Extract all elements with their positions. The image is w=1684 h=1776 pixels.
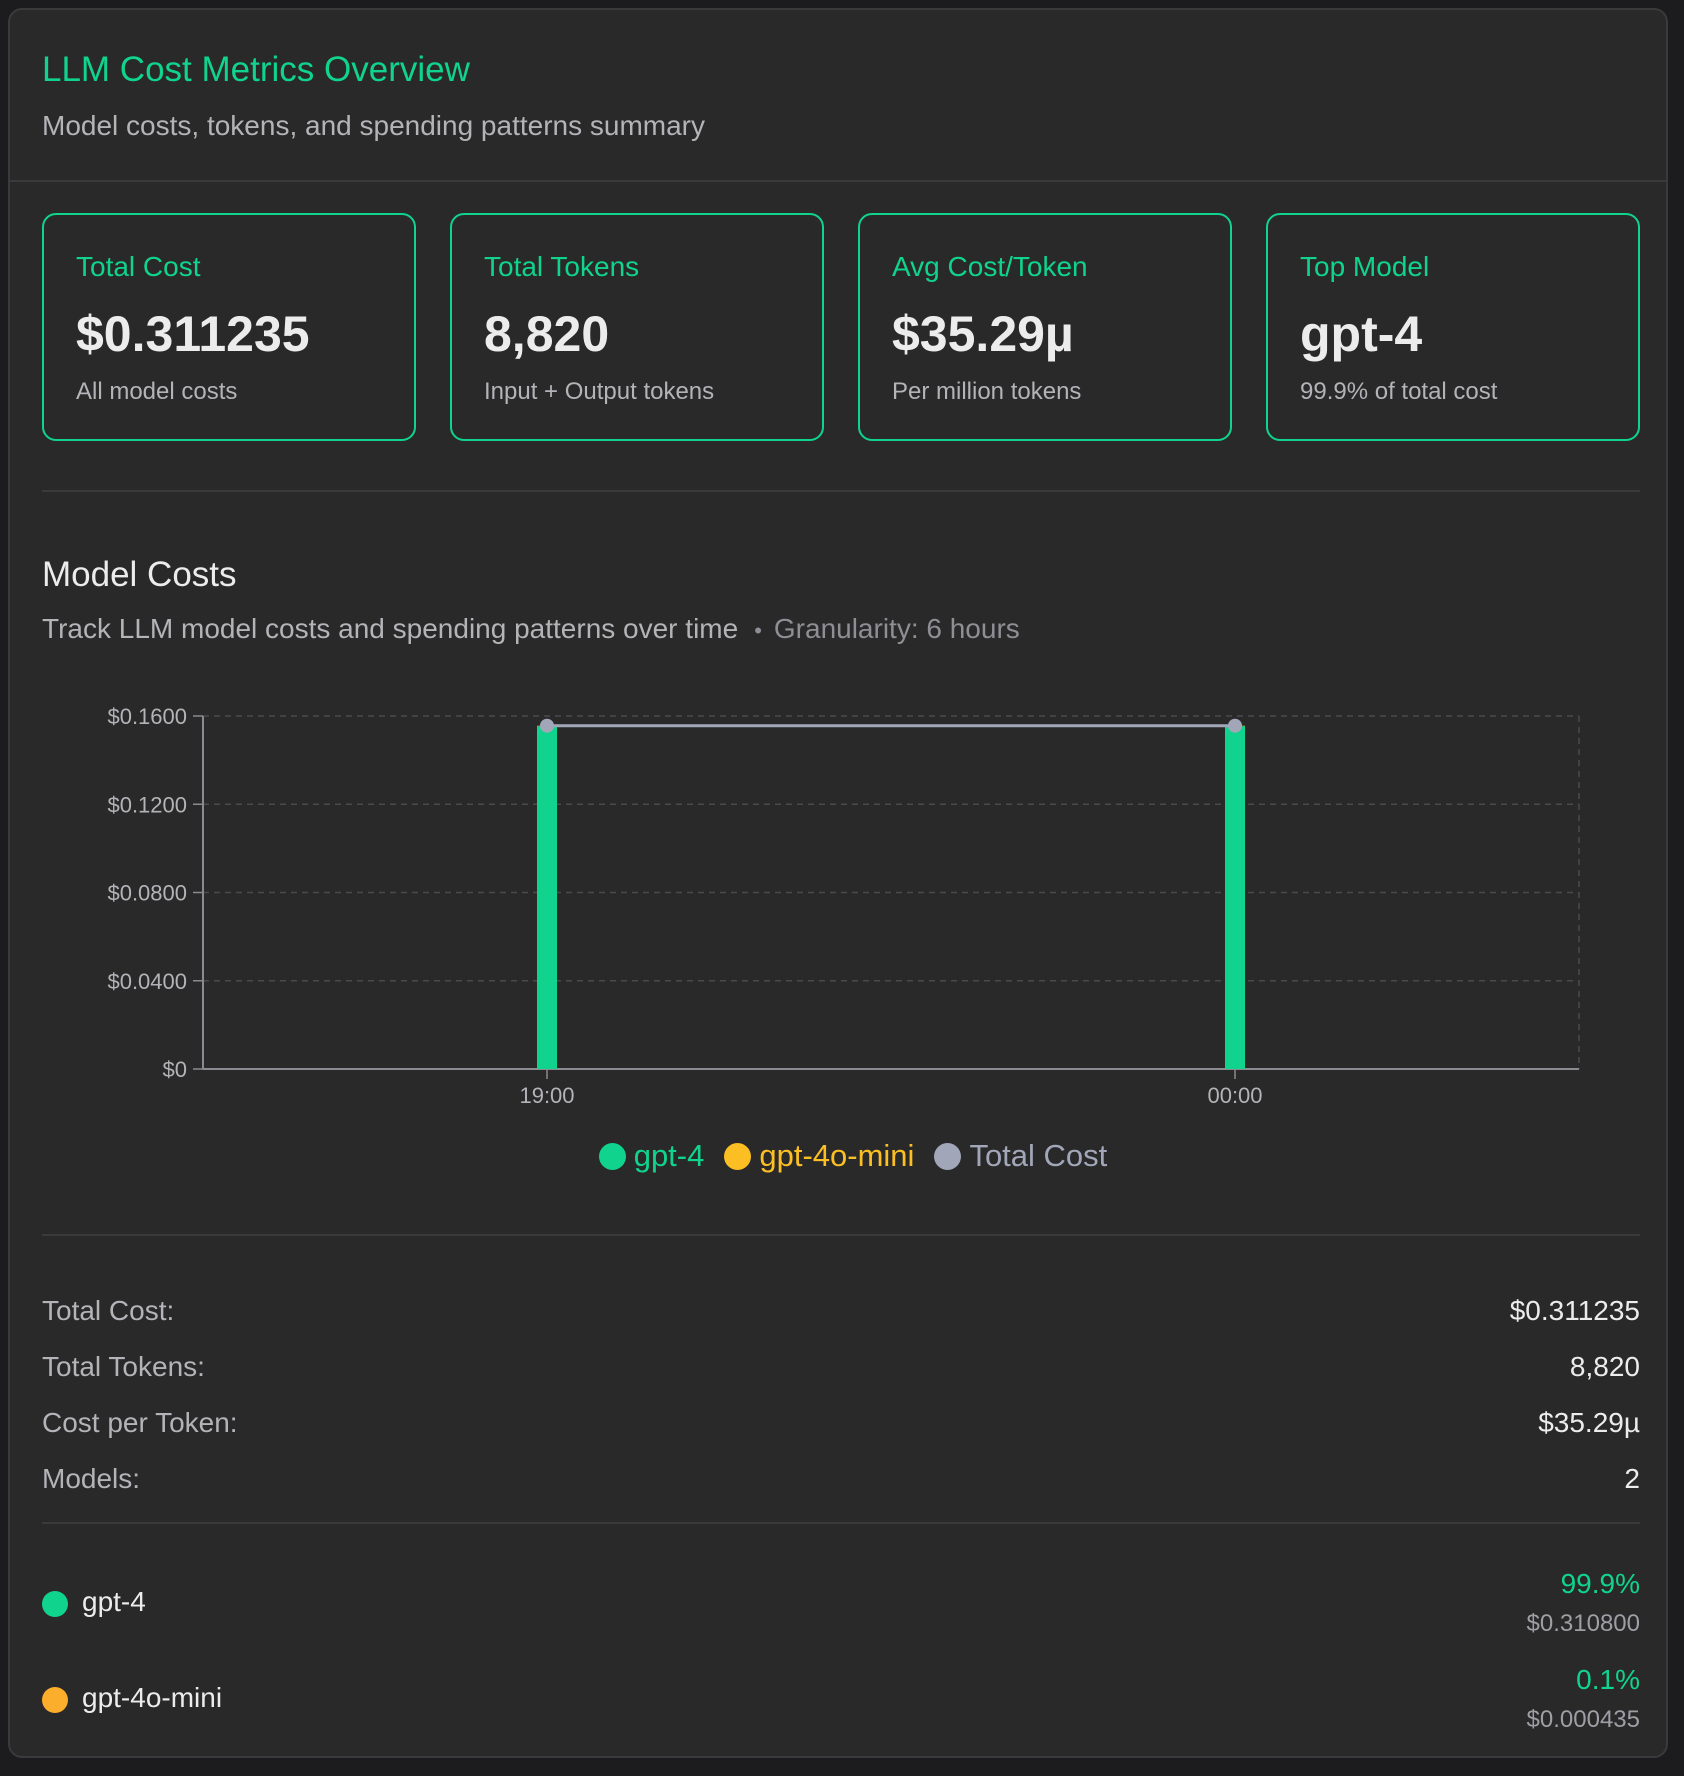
card-avg-cost-token: Avg Cost/Token $35.29µ Per million token… [858, 213, 1232, 441]
model-color-dot-icon [42, 1591, 68, 1617]
divider [42, 490, 1640, 492]
stats-summary: Total Cost: $0.311235 Total Tokens: 8,82… [42, 1285, 1640, 1509]
divider [42, 1234, 1640, 1236]
stat-label: Total Tokens: [42, 1351, 205, 1382]
bar-gpt-4 [537, 726, 557, 1069]
section-desc-text: Track LLM model costs and spending patte… [42, 613, 739, 644]
legend-item-total-cost[interactable]: Total Cost [934, 1138, 1107, 1174]
model-percentage: 0.1% [1576, 1664, 1640, 1695]
stat-row: Cost per Token: $35.29µ [42, 1397, 1640, 1453]
card-label: Top Model [1300, 251, 1430, 282]
stat-label: Total Cost: [42, 1295, 175, 1326]
stat-row: Total Cost: $0.311235 [42, 1285, 1640, 1341]
legend-item-gpt-4[interactable]: gpt-4 [598, 1138, 705, 1174]
bar-gpt-4 [1225, 726, 1245, 1069]
y-tick-label: $0.0800 [107, 881, 187, 906]
model-percentage: 99.9% [1560, 1568, 1640, 1599]
panel-header: LLM Cost Metrics Overview Model costs, t… [10, 10, 1666, 182]
point-total-cost [540, 718, 554, 733]
x-tick-label: 00:00 [1207, 1083, 1262, 1108]
model-costs-chart: $0 $0.0400 $0.0800 $0.1200 $0.1600 19:00 00:00 [107, 704, 1580, 1108]
y-tick-label: $0.1200 [107, 792, 187, 817]
point-total-cost [1228, 718, 1242, 733]
card-label: Total Tokens [484, 251, 640, 282]
summary-cards: Total Cost $0.311235 All model costs Tot… [42, 213, 1640, 441]
model-name: gpt-4o-mini [82, 1682, 223, 1713]
legend-dot-icon [724, 1142, 752, 1170]
card-label: Avg Cost/Token [892, 251, 1088, 282]
stat-label: Models: [42, 1463, 141, 1494]
stat-label: Cost per Token: [42, 1407, 238, 1438]
model-name: gpt-4 [82, 1586, 146, 1617]
y-tick-label: $0 [163, 1057, 187, 1082]
metrics-panel: LLM Cost Metrics Overview Model costs, t… [8, 8, 1668, 1758]
x-tick-label: 19:00 [519, 1083, 574, 1108]
model-cost: $0.310800 [1526, 1610, 1640, 1637]
card-label: Total Cost [76, 251, 201, 282]
legend-dot-icon [934, 1142, 962, 1170]
divider [42, 1522, 1640, 1524]
stat-row: Models: 2 [42, 1453, 1640, 1509]
stat-value: $0.311235 [1509, 1295, 1640, 1326]
section-description: Track LLM model costs and spending patte… [42, 613, 1020, 645]
section-title: Model Costs [42, 555, 237, 594]
card-value: gpt-4 [1300, 306, 1423, 362]
y-tick-label: $0.1600 [107, 704, 187, 729]
card-total-tokens: Total Tokens 8,820 Input + Output tokens [450, 213, 824, 441]
card-value: $0.311235 [76, 306, 310, 362]
stat-value: 2 [1624, 1463, 1640, 1494]
card-total-cost: Total Cost $0.311235 All model costs [42, 213, 416, 441]
model-cost: $0.000435 [1526, 1706, 1640, 1733]
bullet-separator: • [754, 618, 762, 643]
panel-title: LLM Cost Metrics Overview [42, 50, 470, 89]
granularity-label: Granularity: 6 hours [773, 613, 1020, 644]
stat-value: $35.29µ [1538, 1407, 1640, 1438]
panel-subtitle: Model costs, tokens, and spending patter… [42, 110, 706, 141]
card-value: $35.29µ [892, 306, 1074, 362]
legend-label: Total Cost [969, 1138, 1108, 1173]
legend-label: gpt-4o-mini [759, 1138, 915, 1173]
y-tick-label: $0.0400 [107, 969, 187, 994]
model-breakdown: gpt-4 99.9% $0.310800 gpt-4o-mini 0.1% $… [42, 1558, 1640, 1750]
card-sub: Per million tokens [892, 378, 1082, 405]
model-row-gpt-4o-mini: gpt-4o-mini 0.1% $0.000435 [42, 1654, 1640, 1750]
card-sub: All model costs [76, 378, 238, 405]
stat-row: Total Tokens: 8,820 [42, 1341, 1640, 1397]
model-row-gpt-4: gpt-4 99.9% $0.310800 [42, 1558, 1640, 1654]
legend-dot-icon [598, 1142, 626, 1170]
card-value: 8,820 [484, 306, 610, 362]
legend-label: gpt-4 [633, 1138, 705, 1173]
card-top-model: Top Model gpt-4 99.9% of total cost [1266, 213, 1640, 441]
model-color-dot-icon [42, 1687, 68, 1713]
chart-legend: gpt-4 gpt-4o-mini Total Cost [10, 1138, 1666, 1174]
legend-item-gpt-4o-mini[interactable]: gpt-4o-mini [724, 1138, 914, 1174]
stat-value: 8,820 [1569, 1351, 1640, 1382]
card-sub: 99.9% of total cost [1300, 378, 1498, 405]
card-sub: Input + Output tokens [484, 378, 715, 405]
